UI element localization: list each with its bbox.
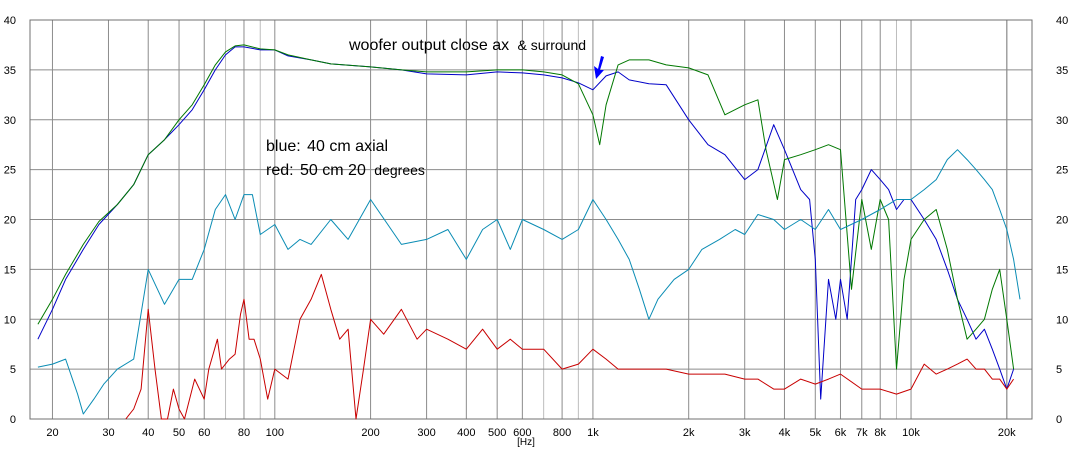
x-tick-label: 40 — [142, 427, 154, 439]
x-tick-label: 10k — [902, 427, 920, 439]
annotation-arrow-icon — [594, 56, 604, 79]
y-tick-label-left: 30 — [4, 115, 16, 127]
grid-lines — [29, 19, 1033, 420]
x-tick-label: 800 — [553, 427, 571, 439]
x-tick-label: 400 — [457, 427, 475, 439]
y-tick-label-right: 5 — [1056, 364, 1062, 376]
x-tick-label: 5k — [809, 427, 821, 439]
annotation-red-label: red: 50 cm 20 degrees — [266, 162, 425, 179]
y-tick-labels-right: 0 5 10 15 20 25 30 35 40 — [1056, 15, 1068, 426]
x-tick-label: 4k — [779, 427, 791, 439]
x-tick-labels: 20 30 40 50 60 80 100 200 300 400 500 600 800 1k 2k 3k 4… — [46, 427, 1016, 439]
annotation-blue-main: 40 cm axial — [307, 138, 388, 155]
series-line-2 — [37, 149, 1021, 415]
annotation-red-suffix: degrees — [374, 162, 425, 178]
x-tick-label: 80 — [238, 427, 250, 439]
y-tick-label-left: 0 — [10, 414, 16, 426]
x-tick-label: 300 — [417, 427, 435, 439]
annotation-woofer-title: woofer output close ax & surround — [348, 37, 586, 54]
y-tick-label-left: 25 — [4, 165, 16, 177]
y-tick-label-left: 15 — [4, 264, 16, 276]
x-axis-unit-label: [Hz] — [517, 437, 535, 448]
x-tick-label: 3k — [739, 427, 751, 439]
x-tick-label: 20k — [998, 427, 1016, 439]
series-line-3 — [125, 273, 1015, 420]
y-tick-labels-left: 0 5 10 15 20 25 30 35 40 — [4, 15, 16, 426]
annotation-red-prefix: red: — [266, 162, 294, 179]
x-tick-label: 6k — [835, 427, 847, 439]
x-tick-label: 500 — [488, 427, 506, 439]
y-tick-label-right: 40 — [1056, 15, 1068, 27]
y-tick-label-right: 35 — [1056, 65, 1068, 77]
plot-frame — [29, 19, 1033, 420]
x-tick-label: 30 — [102, 427, 114, 439]
x-tick-label: 2k — [683, 427, 695, 439]
x-tick-label: 1k — [587, 427, 599, 439]
annotation-woofer-small: & surround — [518, 37, 586, 53]
x-tick-label: 600 — [513, 427, 531, 439]
x-tick-label: 8k — [874, 427, 886, 439]
y-tick-label-right: 30 — [1056, 115, 1068, 127]
annotation-woofer-main: woofer output close ax — [348, 37, 509, 54]
x-tick-label: 200 — [361, 427, 379, 439]
y-tick-label-left: 20 — [4, 215, 16, 227]
y-tick-label-left: 40 — [4, 15, 16, 27]
y-tick-label-left: 5 — [10, 364, 16, 376]
y-tick-label-left: 10 — [4, 314, 16, 326]
y-tick-label-right: 15 — [1056, 264, 1068, 276]
x-tick-label: 100 — [266, 427, 284, 439]
y-tick-label-right: 20 — [1056, 215, 1068, 227]
annotation-blue-label: blue: 40 cm axial — [266, 138, 388, 155]
x-tick-label: 60 — [198, 427, 210, 439]
series-line-1 — [37, 44, 1015, 370]
y-tick-label-right: 10 — [1056, 314, 1068, 326]
y-tick-label-right: 25 — [1056, 165, 1068, 177]
series-layer — [37, 44, 1021, 420]
x-tick-label: 20 — [46, 427, 58, 439]
y-tick-label-left: 35 — [4, 65, 16, 77]
annotation-blue-prefix: blue: — [266, 138, 301, 155]
x-tick-label: 50 — [173, 427, 185, 439]
series-line-0 — [37, 46, 1015, 400]
annotation-red-main: 50 cm 20 — [300, 162, 366, 179]
x-tick-label: 7k — [856, 427, 868, 439]
y-tick-label-right: 0 — [1056, 414, 1062, 426]
